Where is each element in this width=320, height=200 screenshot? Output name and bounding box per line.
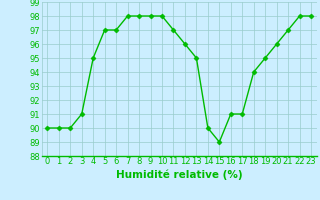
X-axis label: Humidité relative (%): Humidité relative (%) bbox=[116, 169, 243, 180]
